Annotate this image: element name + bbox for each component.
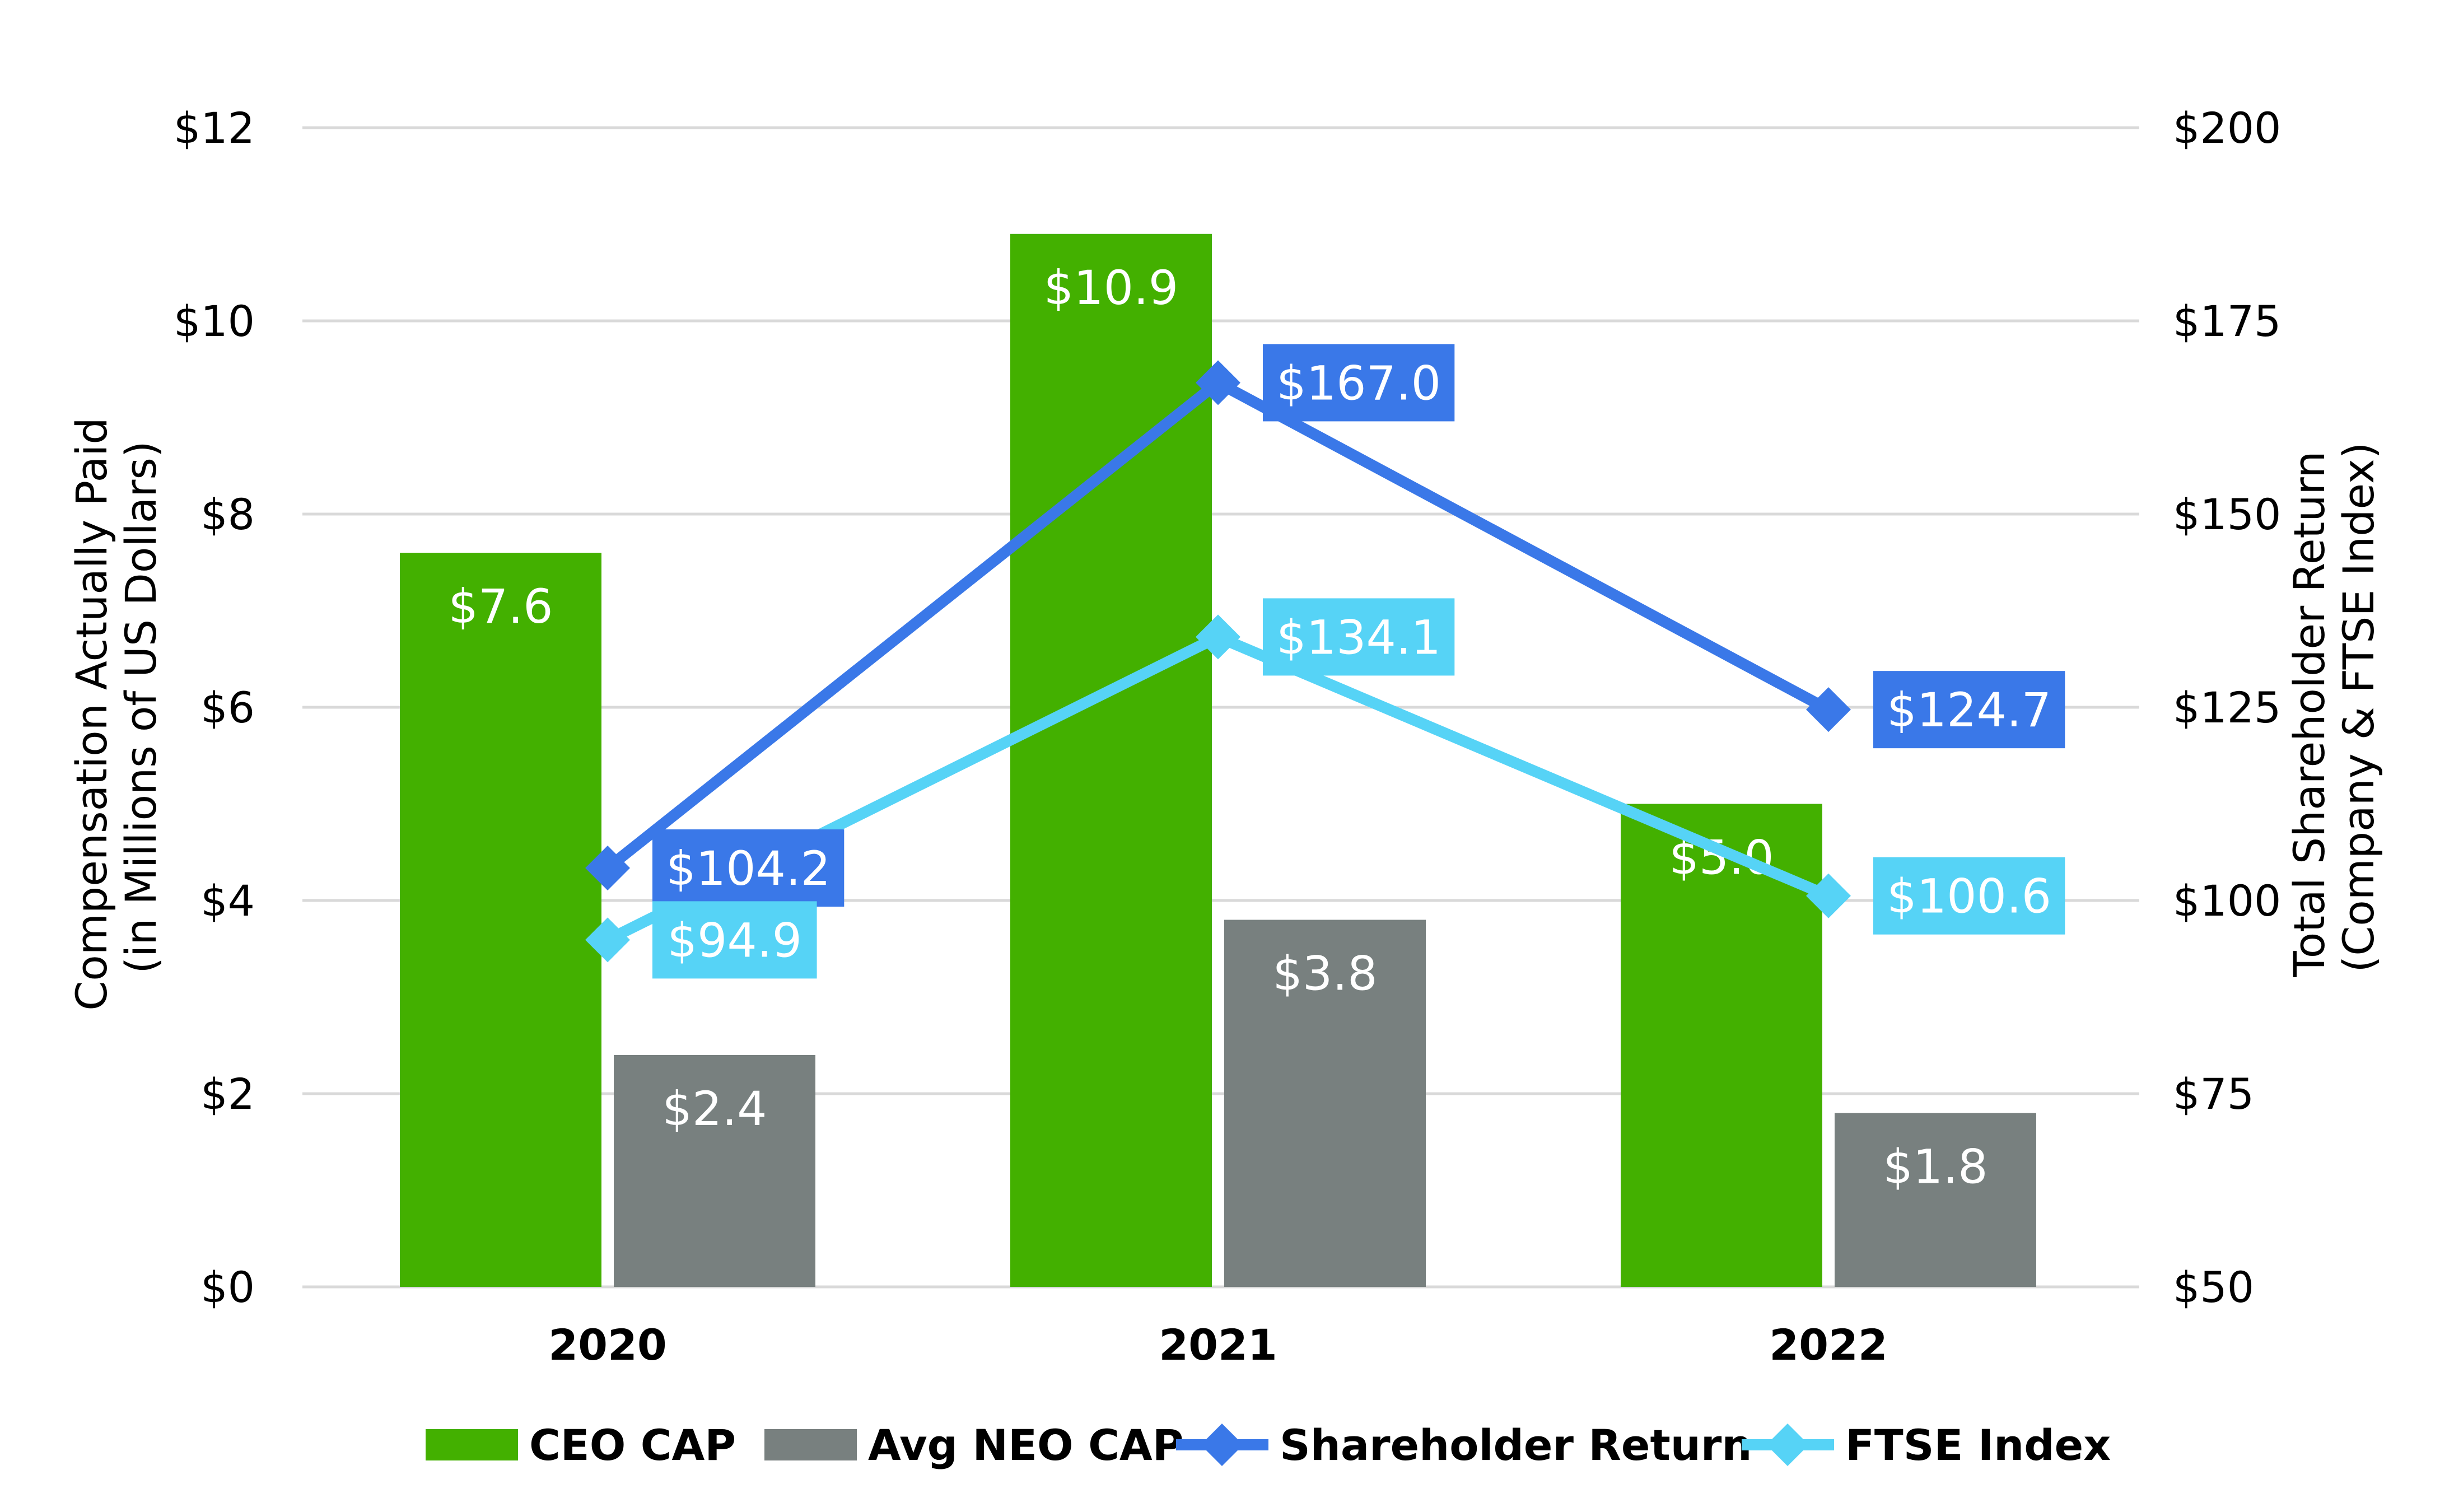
right-tick-label: $75: [2173, 1069, 2254, 1119]
left-tick-label: $0: [200, 1262, 255, 1312]
legend-swatch-marker: [1766, 1424, 1809, 1466]
legend-item: FTSE Index: [1742, 1420, 2111, 1470]
line-marker: [1806, 687, 1851, 732]
right-tick-label: $175: [2173, 296, 2281, 346]
left-axis-ticks: $0 $2 $4 $6 $8 $10 $12: [174, 103, 255, 1312]
point-data-label: $167.0: [1276, 356, 1441, 410]
point-data-label: $100.6: [1887, 869, 2051, 924]
bar-data-label: $7.6: [448, 579, 553, 634]
legend-label: Shareholder Return: [1280, 1420, 1752, 1470]
category-labels: 2020 2021 2022: [548, 1320, 1888, 1370]
legend-swatch-marker: [1201, 1424, 1243, 1466]
point-data-label: $134.1: [1276, 610, 1441, 665]
point-label-box: [652, 829, 845, 907]
bar: [400, 553, 601, 1287]
line-marker: [1196, 360, 1240, 405]
line-marker: [585, 846, 630, 891]
left-tick-label: $8: [200, 489, 255, 539]
legend-swatch: [764, 1429, 857, 1460]
point-label-box: [1873, 671, 2065, 749]
bar-data-label: $3.8: [1272, 946, 1377, 1001]
line-marker: [1806, 873, 1851, 918]
legend-item: Avg NEO CAP: [764, 1420, 1183, 1470]
right-tick-label: $150: [2173, 489, 2281, 539]
bar: [1010, 234, 1212, 1287]
point-data-label: $124.7: [1887, 683, 2051, 738]
point-data-label: $94.9: [668, 913, 802, 968]
point-label-box: [1263, 598, 1455, 676]
line-marker: [585, 917, 630, 963]
point-data-label: $104.2: [666, 841, 831, 896]
right-axis-title: Total Shareholder Return (Company & FTSE…: [2284, 437, 2383, 978]
left-tick-label: $12: [174, 103, 255, 153]
legend-item: CEO CAP: [426, 1420, 736, 1470]
left-tick-label: $2: [200, 1069, 255, 1119]
left-tick-label: $6: [200, 683, 255, 732]
bar: [1224, 920, 1426, 1287]
category-label: 2021: [1159, 1320, 1277, 1370]
bars: $7.6$10.9$5.0$2.4$3.8$1.8: [400, 234, 2036, 1287]
legend-label: Avg NEO CAP: [868, 1420, 1183, 1470]
right-tick-label: $125: [2173, 683, 2281, 732]
bar-data-label: $10.9: [1044, 260, 1178, 315]
bar-data-label: $1.8: [1883, 1140, 1988, 1194]
point-label-box: [1873, 857, 2065, 935]
category-label: 2022: [1769, 1320, 1888, 1370]
left-tick-label: $10: [174, 296, 255, 346]
point-label-box: [1263, 344, 1455, 422]
gridlines: [302, 126, 2139, 1289]
bar-data-label: $2.4: [662, 1081, 767, 1136]
legend-label: CEO CAP: [529, 1420, 736, 1470]
bar: [1835, 1113, 2036, 1287]
right-tick-label: $100: [2173, 876, 2281, 926]
legend-label: FTSE Index: [1845, 1420, 2111, 1470]
right-axis-ticks: $50 $75 $100 $125 $150 $175 $200: [2173, 103, 2281, 1312]
right-tick-label: $200: [2173, 103, 2281, 153]
point-label-box: [652, 901, 817, 979]
category-label: 2020: [548, 1320, 667, 1370]
left-axis-title: Compensation Actually Paid (in Millions …: [67, 404, 166, 1011]
bar: [614, 1055, 815, 1287]
right-tick-label: $50: [2173, 1262, 2254, 1312]
legend: CEO CAP Avg NEO CAP Shareholder Return FTSE…: [426, 1420, 2111, 1470]
legend-swatch: [426, 1429, 518, 1460]
line-marker: [1196, 614, 1240, 660]
series-lines: $104.2 $167.0 $124.7 $94.9 $134.1 $100.6: [585, 344, 2065, 979]
left-tick-label: $4: [200, 876, 255, 926]
legend-item: Shareholder Return: [1176, 1420, 1752, 1470]
